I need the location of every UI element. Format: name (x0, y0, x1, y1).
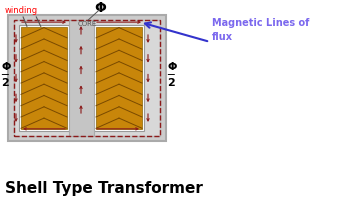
Text: Φ: Φ (167, 62, 176, 72)
Text: ─: ─ (167, 69, 174, 80)
Bar (14, 20, 160, 136)
Text: Φ: Φ (94, 1, 106, 15)
Bar (94, 25, 144, 131)
Text: ─: ─ (1, 69, 8, 80)
Text: 2: 2 (1, 78, 9, 88)
Text: 2: 2 (167, 78, 175, 88)
Bar (96, 27, 142, 129)
Bar (8, 15, 166, 141)
Text: Magnetic Lines of
flux: Magnetic Lines of flux (212, 19, 310, 42)
Text: CORE: CORE (77, 21, 97, 27)
Bar (69, 20, 94, 136)
Bar (21, 27, 67, 129)
Bar (14, 20, 160, 136)
Text: winding: winding (5, 6, 38, 15)
Text: Shell Type Transformer: Shell Type Transformer (5, 181, 203, 196)
Bar (19, 25, 69, 131)
Text: Φ: Φ (1, 62, 10, 72)
